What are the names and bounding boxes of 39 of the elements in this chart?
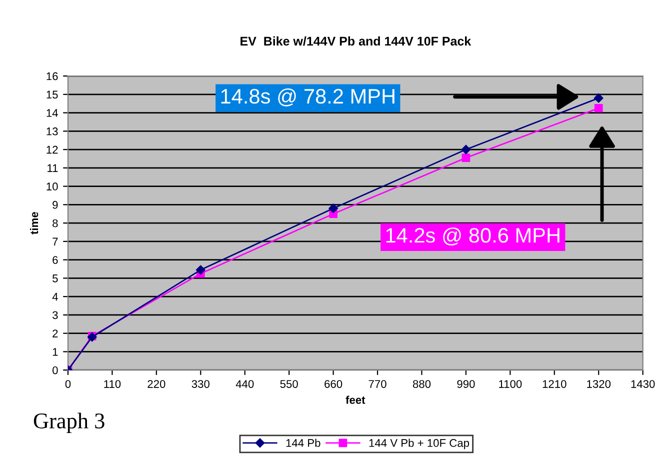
annotation: 14.2s @ 80.6 MPH <box>386 227 560 246</box>
y-tick-label: 0 <box>52 366 58 374</box>
y-tick-label: 15 <box>46 90 58 99</box>
y-tick-label: 8 <box>52 219 58 228</box>
x-tick-label: 1210 <box>542 380 566 388</box>
x-tick-label: 1320 <box>587 380 611 388</box>
y-tick-label: 10 <box>46 182 58 190</box>
annotation: 14.8s @ 78.2 MPH <box>221 88 394 106</box>
y-tick-label: 11 <box>48 164 58 172</box>
chart-title: EV Bike w/144V Pb and 144V 10F Pack <box>240 36 472 46</box>
x-tick-label: 220 <box>148 380 166 388</box>
x-tick-label: 110 <box>104 380 121 388</box>
y-tick-label: 4 <box>52 292 58 301</box>
y-axis-title: time <box>30 212 38 234</box>
y-tick-label: 9 <box>52 200 58 209</box>
x-axis-title: feet <box>346 396 366 404</box>
x-tick-label: 1100 <box>499 380 522 388</box>
x-tick-label: 770 <box>368 380 386 388</box>
x-tick-label: 990 <box>457 380 475 388</box>
x-tick-label: 0 <box>65 380 71 388</box>
x-tick-label: 330 <box>192 380 210 388</box>
y-tick-label: 14 <box>46 109 58 117</box>
y-tick-label: 12 <box>46 146 58 154</box>
y-tick-label: 13 <box>46 127 58 136</box>
x-tick-label: 440 <box>236 380 254 388</box>
caption: Graph 3 <box>34 412 104 433</box>
legend-label: 144 V Pb + 10F Cap <box>369 438 470 450</box>
x-tick-label: 880 <box>412 380 431 388</box>
y-tick-label: 5 <box>52 274 58 282</box>
y-tick-label: 2 <box>52 330 58 338</box>
x-tick-label: 550 <box>280 380 298 388</box>
y-tick-label: 6 <box>52 256 58 264</box>
y-tick-label: 3 <box>52 311 58 320</box>
y-tick-label: 7 <box>52 238 58 246</box>
legend-label: 144 Pb <box>286 438 320 447</box>
y-tick-label: 16 <box>46 72 58 80</box>
x-tick-label: 1430 <box>631 380 655 388</box>
y-tick-label: 1 <box>52 348 58 356</box>
x-tick-label: 660 <box>324 380 342 388</box>
